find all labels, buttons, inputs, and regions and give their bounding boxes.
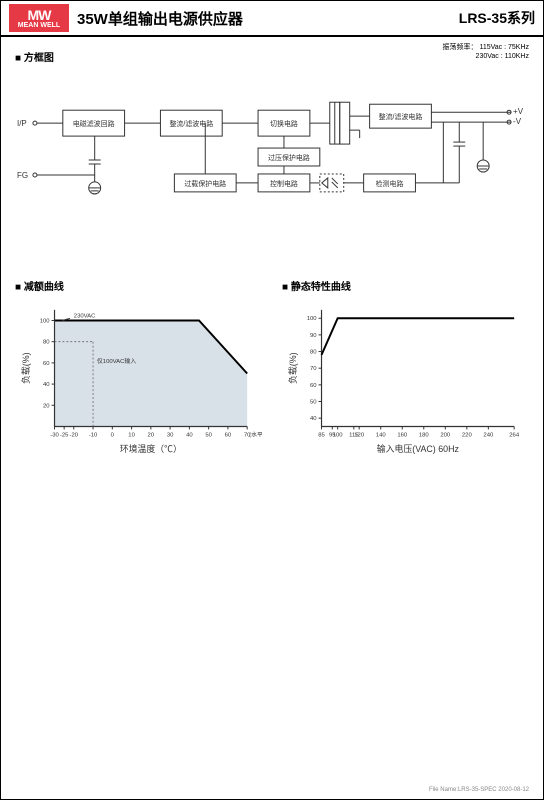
svg-text:40: 40 — [186, 432, 193, 438]
body: 振荡频率： 115Vac : 75KHz 230Vac : 110KHz 方框图… — [1, 37, 543, 477]
svg-text:-25: -25 — [60, 432, 69, 438]
svg-text:10: 10 — [128, 432, 135, 438]
svg-text:40: 40 — [310, 416, 317, 422]
chart-static: 静态特性曲线 405060708090100859510011512014016… — [282, 272, 529, 471]
svg-text:230VAC: 230VAC — [74, 313, 96, 319]
block-emi: 电磁滤波回路 — [73, 119, 115, 128]
svg-text:负载(%): 负载(%) — [287, 352, 298, 384]
chart-derating: 减额曲线 20 40 60 80 100 -30-25-20 -10 0 10 20 30 40 50 6… — [15, 272, 262, 471]
freq2: 230Vac : 110KHz — [476, 53, 529, 60]
svg-text:60: 60 — [310, 383, 317, 389]
logo: MW MEAN WELL — [9, 4, 69, 32]
block-olp: 过载保护电路 — [184, 179, 226, 188]
svg-text:20: 20 — [43, 403, 50, 409]
chart-static-title: 静态特性曲线 — [282, 278, 529, 293]
block-switch: 切换电路 — [270, 119, 298, 128]
svg-text:-20: -20 — [70, 432, 79, 438]
svg-text:-10: -10 — [89, 432, 98, 438]
logo-text: MEAN WELL — [18, 22, 60, 29]
svg-text:85: 85 — [318, 432, 325, 438]
svg-text:140: 140 — [376, 432, 387, 438]
svg-text:100: 100 — [307, 316, 318, 322]
charts-row: 减额曲线 20 40 60 80 100 -30-25-20 -10 0 10 20 30 40 50 6… — [15, 272, 529, 471]
svg-text:90: 90 — [310, 333, 317, 339]
block-diagram: I/P FG 电磁滤波回路 整流/滤波电路 — [15, 82, 529, 242]
logo-mw: MW — [28, 8, 51, 22]
freq1: 115Vac : 75KHz — [479, 44, 529, 51]
freq-note: 振荡频率： 115Vac : 75KHz 230Vac : 110KHz — [443, 43, 530, 61]
out-plus: +V — [513, 107, 524, 116]
footer: File Name:LRS-35-SPEC 2020-08-12 — [429, 787, 529, 793]
svg-text:-30: -30 — [50, 432, 59, 438]
svg-text:40: 40 — [43, 382, 50, 388]
svg-text:200: 200 — [440, 432, 451, 438]
series-title: LRS-35系列 — [459, 8, 535, 28]
ip-label: I/P — [17, 119, 27, 128]
svg-text:100: 100 — [40, 318, 51, 324]
svg-text:输入电压(VAC) 60Hz: 输入电压(VAC) 60Hz — [377, 443, 459, 454]
chart-static-svg: 4050607080901008595100115120140160180200… — [282, 299, 529, 469]
out-minus: -V — [513, 117, 522, 126]
block-rect2: 整流/滤波电路 — [379, 112, 423, 121]
svg-text:60: 60 — [225, 432, 232, 438]
svg-text:30: 30 — [167, 432, 174, 438]
svg-text:240: 240 — [483, 432, 494, 438]
svg-text:264: 264 — [509, 432, 520, 438]
page-title: 35W单组输出电源供应器 — [77, 8, 459, 29]
svg-text:0: 0 — [111, 432, 115, 438]
chart-derating-svg: 20406080100-30-25-20-1001020304050607023… — [15, 299, 262, 469]
svg-text:220: 220 — [462, 432, 473, 438]
block-rect1: 整流/滤波电路 — [169, 119, 213, 128]
svg-text:(水平): (水平) — [249, 430, 262, 438]
svg-text:80: 80 — [43, 340, 50, 346]
svg-text:50: 50 — [205, 432, 212, 438]
svg-text:60: 60 — [43, 361, 50, 367]
svg-text:120: 120 — [354, 432, 365, 438]
svg-text:70: 70 — [310, 366, 317, 372]
block-ctrl: 控制电路 — [270, 179, 298, 188]
freq-label: 振荡频率： — [443, 44, 478, 51]
block-detect: 检测电路 — [376, 179, 404, 188]
svg-text:80: 80 — [310, 350, 317, 356]
svg-text:50: 50 — [310, 399, 317, 405]
svg-text:160: 160 — [397, 432, 408, 438]
chart-derating-title: 减额曲线 — [15, 278, 262, 293]
svg-text:100: 100 — [333, 432, 344, 438]
block-ovp: 过压保护电路 — [268, 153, 310, 162]
svg-text:180: 180 — [419, 432, 430, 438]
header: MW MEAN WELL 35W单组输出电源供应器 LRS-35系列 — [1, 1, 543, 37]
svg-text:仅100VAC输入: 仅100VAC输入 — [97, 357, 136, 365]
svg-text:20: 20 — [148, 432, 155, 438]
svg-text:负载(%): 负载(%) — [20, 352, 31, 384]
svg-text:环境温度（℃）: 环境温度（℃） — [120, 443, 182, 454]
fg-label: FG — [17, 171, 28, 180]
